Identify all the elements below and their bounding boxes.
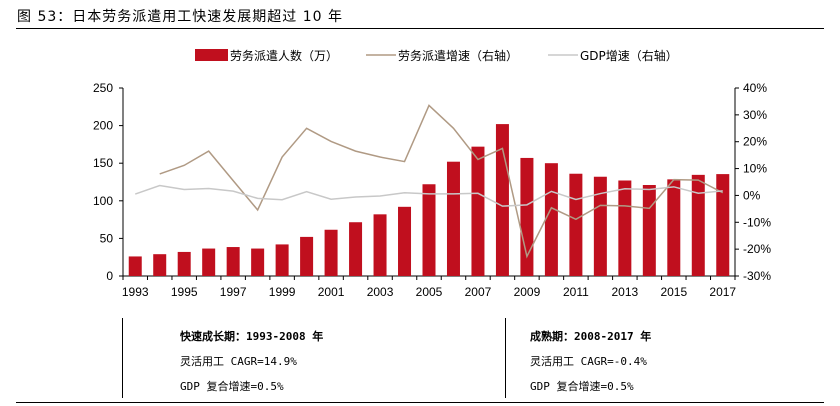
left-tick-label: 0	[106, 269, 113, 283]
x-tick-label: 2015	[660, 285, 687, 299]
x-tick-label: 2009	[514, 285, 541, 299]
bar-2003	[373, 214, 387, 276]
bar-1995	[177, 251, 191, 276]
bar-2017	[716, 174, 730, 276]
bar-2002	[349, 222, 363, 276]
x-tick-label: 1995	[171, 285, 198, 299]
legend-label-gdp: GDP增速（右轴）	[580, 48, 678, 63]
note-cagr-mature: 灵活用工 CAGR=-0.4%	[530, 355, 647, 368]
right-tick-label: -10%	[743, 215, 771, 229]
x-tick-label: 1997	[220, 285, 247, 299]
x-tick-label: 1993	[122, 285, 149, 299]
bar-2004	[398, 206, 412, 276]
bar-2008	[495, 124, 509, 276]
x-tick-label: 2011	[563, 285, 589, 299]
x-tick-label: 1999	[269, 285, 296, 299]
bar-2014	[642, 185, 656, 276]
right-tick-label: 30%	[743, 108, 767, 122]
bar-2013	[618, 180, 632, 276]
bar-2000	[300, 236, 314, 276]
left-tick-label: 250	[93, 81, 113, 95]
line-series-1	[159, 104, 724, 259]
bar-1998	[251, 248, 265, 276]
note-cagr-growth: 灵活用工 CAGR=14.9%	[180, 355, 297, 368]
divider-left	[122, 318, 123, 398]
legend-label-dispatch-growth: 劳务派遣增速（右轴）	[398, 48, 518, 63]
divider-right	[505, 318, 506, 398]
note-heading-mature: 成熟期：2008-2017 年	[530, 330, 652, 343]
note-gdp-mature: GDP 复合增速=0.5%	[530, 380, 634, 393]
bar-1993	[128, 256, 142, 276]
chart: 0 50 100 150 200 250 -30% -20% -10% 0% 10% 20% 30% 40…	[93, 48, 771, 299]
bar-2010	[544, 163, 558, 276]
right-tick-label: 0%	[743, 188, 761, 202]
right-tick-label: -20%	[743, 242, 771, 256]
legend-swatch-bar	[195, 49, 228, 61]
x-tick-label: 2003	[367, 285, 394, 299]
x-tick-label: 2005	[416, 285, 443, 299]
note-gdp-growth: GDP 复合增速=0.5%	[180, 380, 284, 393]
left-tick-label: 50	[100, 231, 114, 245]
x-tick-label: 2001	[318, 285, 345, 299]
bar-2012	[593, 176, 607, 276]
bar-1996	[202, 248, 216, 276]
bar-2005	[422, 184, 436, 276]
bar-2001	[324, 229, 338, 276]
x-tick-label: 2013	[611, 285, 638, 299]
legend-label-bar: 劳务派遣人数（万）	[230, 48, 338, 63]
right-tick-label: 20%	[743, 135, 767, 149]
right-tick-label: -30%	[743, 269, 771, 283]
bar-1994	[153, 254, 167, 276]
bar-2016	[691, 174, 705, 276]
left-tick-label: 150	[93, 156, 113, 170]
left-tick-label: 200	[93, 119, 113, 133]
note-heading-growth: 快速成长期：1993-2008 年	[180, 330, 324, 343]
left-tick-label: 100	[93, 194, 113, 208]
bar-2009	[520, 157, 534, 276]
right-tick-label: 40%	[743, 81, 767, 95]
bar-1997	[226, 247, 240, 276]
title-divider	[16, 28, 824, 29]
x-tick-label: 2017	[709, 285, 736, 299]
bar-1999	[275, 244, 289, 276]
x-tick-label: 2007	[465, 285, 492, 299]
figure-title: 图 53：日本劳务派遣用工快速发展期超过 10 年	[17, 9, 343, 25]
bar-2011	[569, 173, 583, 276]
bar-2006	[446, 161, 460, 276]
bar-2015	[667, 179, 681, 276]
bottom-divider	[16, 402, 824, 403]
right-tick-label: 10%	[743, 162, 767, 176]
bar-2007	[471, 146, 485, 276]
